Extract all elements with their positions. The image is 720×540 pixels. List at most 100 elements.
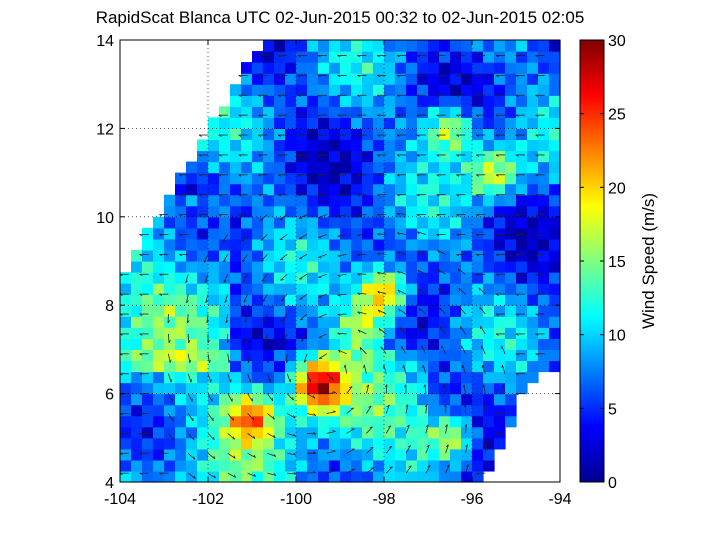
wind-cell (483, 205, 495, 218)
wind-cell (142, 426, 154, 439)
wind-cell (450, 117, 462, 129)
wind-cell (120, 448, 132, 461)
wind-arrow (267, 373, 272, 383)
wind-cell (373, 360, 385, 373)
wind-cell (274, 459, 286, 472)
wind-cell (362, 470, 374, 483)
wind-arrow (476, 234, 486, 237)
wind-cell (153, 371, 165, 384)
wind-cell (318, 183, 330, 196)
wind-cell (296, 139, 308, 152)
wind-arrow (385, 404, 390, 414)
wind-cell (164, 338, 176, 350)
wind-arrow (535, 134, 545, 137)
wind-cell (351, 404, 363, 417)
wind-arrow (456, 234, 466, 237)
wind-cell (362, 415, 374, 428)
wind-cell (450, 316, 462, 328)
wind-cell (428, 327, 440, 339)
wind-cell (384, 205, 396, 218)
wind-arrow (337, 114, 347, 117)
wind-cell (296, 448, 308, 461)
wind-cell (461, 382, 473, 395)
wind-cell (428, 294, 440, 306)
wind-cell (483, 305, 495, 317)
wind-cell (219, 106, 231, 118)
wind-cell (285, 404, 297, 417)
wind-cell (351, 40, 363, 52)
wind-cell (494, 84, 506, 96)
wind-cell (219, 305, 231, 317)
wind-cell (263, 194, 275, 207)
wind-cell (142, 437, 154, 450)
wind-cell (285, 371, 297, 384)
wind-arrow (417, 288, 427, 295)
y-tick-label: 14 (96, 33, 114, 50)
wind-cell (329, 305, 341, 317)
wind-arrow (535, 154, 545, 157)
wind-cell (296, 349, 308, 362)
wind-cell (131, 338, 143, 350)
wind-arrow (456, 94, 466, 98)
wind-cell (296, 459, 308, 472)
wind-cell (417, 172, 429, 185)
wind-cell (505, 183, 517, 196)
wind-cell (461, 415, 473, 428)
wind-cell (472, 316, 484, 328)
wind-cell (175, 316, 187, 328)
wind-arrow (476, 134, 486, 137)
wind-arrow (476, 114, 486, 117)
wind-cell (164, 382, 176, 395)
wind-cell (164, 294, 176, 306)
wind-cell (219, 249, 231, 262)
wind-cell (197, 216, 209, 229)
wind-arrow (396, 74, 406, 78)
wind-arrow (207, 433, 215, 441)
wind-cell (318, 305, 330, 317)
wind-cell (131, 371, 143, 384)
wind-cell (285, 360, 297, 373)
wind-cell (164, 437, 176, 450)
wind-cell (516, 371, 528, 384)
wind-arrow (278, 194, 288, 197)
wind-cell (538, 183, 550, 196)
wind-cell (318, 448, 330, 461)
wind-arrow (139, 353, 149, 356)
wind-arrow (443, 384, 446, 394)
wind-cell (307, 371, 319, 384)
wind-arrow (535, 253, 545, 257)
wind-cell (439, 448, 451, 461)
wind-cell (362, 216, 374, 229)
wind-cell (428, 238, 440, 251)
wind-cell (417, 448, 429, 461)
wind-arrow (436, 55, 446, 58)
wind-cell (417, 183, 429, 196)
wind-cell (362, 62, 374, 74)
wind-cell (461, 40, 473, 52)
wind-cell (197, 437, 209, 450)
wind-arrow (377, 213, 387, 217)
wind-cell (208, 382, 220, 395)
wind-cell (450, 227, 462, 240)
wind-arrow (378, 328, 387, 335)
wind-cell (307, 205, 319, 218)
wind-cell (120, 327, 132, 339)
wind-cell (373, 393, 385, 406)
wind-cell (351, 360, 363, 373)
wind-cell (241, 459, 253, 472)
wind-cell (461, 238, 473, 251)
wind-cell (516, 294, 528, 306)
wind-cell (329, 194, 341, 207)
wind-arrow (437, 249, 446, 255)
wind-cell (494, 294, 506, 306)
wind-cell (318, 470, 330, 483)
wind-arrow (476, 253, 486, 257)
wind-cell (241, 84, 253, 96)
wind-cell (362, 338, 374, 350)
wind-arrow (377, 114, 387, 117)
wind-arrow (416, 214, 426, 217)
wind-cell (406, 371, 418, 384)
wind-cell (395, 150, 407, 163)
wind-cell (351, 205, 363, 218)
wind-arrow (338, 349, 347, 355)
